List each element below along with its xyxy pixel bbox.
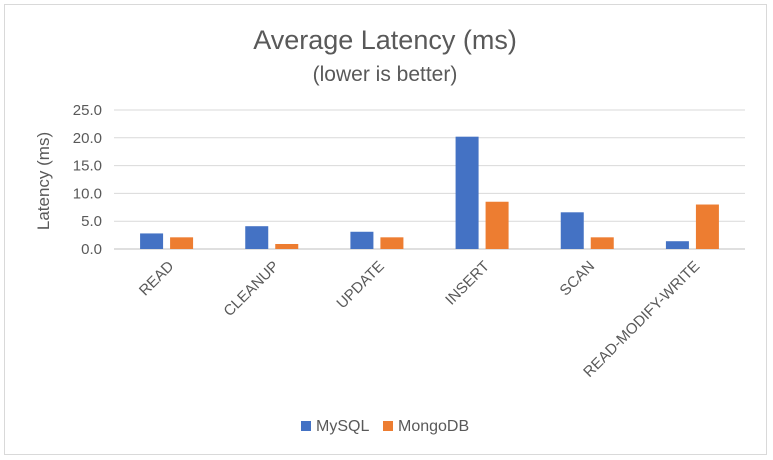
y-tick-label: 5.0 — [81, 213, 102, 230]
bar-mysql-cleanup — [245, 226, 269, 249]
legend-swatch — [383, 421, 393, 431]
bar-mysql-read — [140, 233, 164, 249]
bar-mysql-scan — [560, 212, 584, 249]
x-tick-label: READ — [136, 258, 178, 300]
frame-edge — [769, 0, 773, 460]
chart-title: Average Latency (ms) — [253, 25, 517, 55]
bar-mongodb-cleanup — [275, 243, 299, 249]
bar-chart: Average Latency (ms) (lower is better) L… — [34, 25, 745, 435]
y-tick-label: 0.0 — [81, 241, 102, 258]
legend-label: MySQL — [316, 418, 369, 435]
x-tick-label: READ-MODIFY-WRITE — [580, 258, 703, 381]
legend-swatch — [301, 421, 311, 431]
bar-mongodb-update — [380, 237, 404, 249]
bar-mongodb-read — [170, 237, 194, 249]
x-tick-label: INSERT — [442, 258, 493, 309]
bars — [140, 136, 719, 249]
legend: MySQL MongoDB — [301, 418, 469, 435]
y-tick-labels: 0.0 5.0 10.0 15.0 20.0 25.0 — [73, 102, 102, 258]
chart-subtitle: (lower is better) — [313, 63, 458, 86]
bar-mysql-read-modify-write — [665, 241, 689, 249]
x-tick-labels: READ CLEANUP UPDATE INSERT SCANREAD-MODIFY-W… — [136, 258, 703, 381]
x-tick-label: UPDATE — [333, 258, 387, 312]
y-tick-label: 10.0 — [73, 185, 102, 202]
bar-mysql-insert — [455, 136, 479, 249]
bar-mongodb-insert — [485, 201, 509, 249]
bar-mongodb-scan — [590, 237, 614, 249]
x-tick-label: CLEANUP — [220, 258, 282, 320]
x-tick-label: SCAN — [557, 258, 598, 299]
y-tick-label: 15.0 — [73, 158, 102, 175]
y-tick-label: 25.0 — [73, 102, 102, 119]
bar-mysql-update — [350, 231, 374, 249]
legend-label: MongoDB — [398, 418, 469, 435]
chart-frame: Average Latency (ms) (lower is better) L… — [4, 4, 767, 455]
y-axis-label: Latency (ms) — [34, 132, 53, 230]
gridlines — [114, 109, 745, 250]
bar-mongodb-read-modify-write — [695, 204, 719, 249]
y-tick-label: 20.0 — [73, 130, 102, 147]
